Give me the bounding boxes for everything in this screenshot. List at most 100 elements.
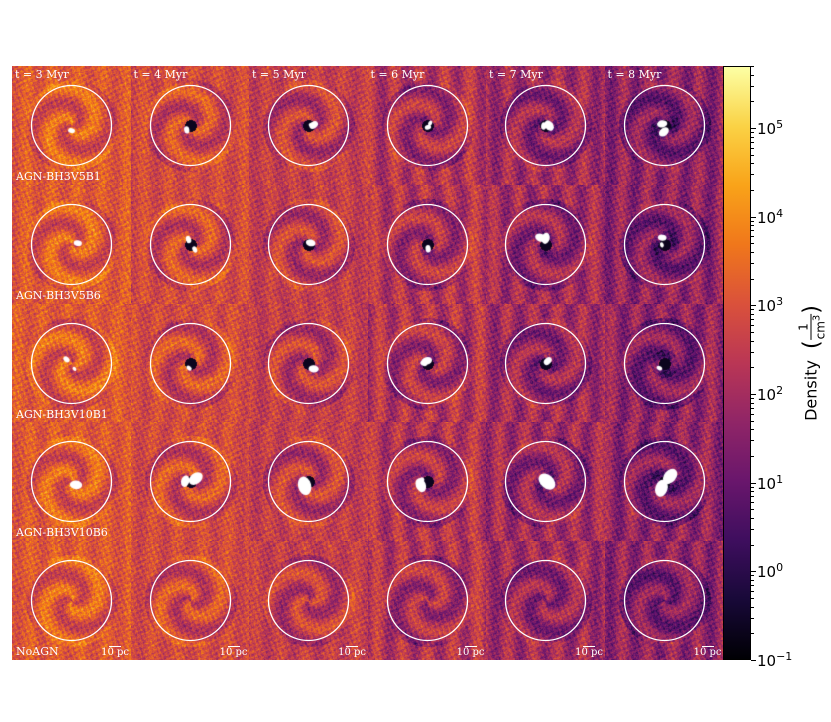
snapshot-grid: t = 3 Myr AGN-BH3V5B1 t = 4 Myr t = 5 Myr t … bbox=[12, 66, 724, 661]
scale-bar-line bbox=[701, 646, 714, 648]
snapshot-panel: 10 pc bbox=[486, 541, 605, 661]
aperture-circle-layer bbox=[149, 203, 231, 285]
snapshot-panel bbox=[249, 303, 368, 423]
snapshot-panel bbox=[130, 184, 250, 304]
colorbar-tick-label: 102 bbox=[757, 383, 784, 404]
time-label: t = 7 Myr bbox=[489, 68, 543, 81]
aperture-circle-layer bbox=[30, 441, 113, 523]
colorbar-tick-label: 10−1 bbox=[757, 650, 793, 670]
colorbar-minor-tick bbox=[751, 147, 754, 149]
aperture-circle bbox=[386, 203, 468, 285]
aperture-circle-layer bbox=[386, 441, 468, 523]
snapshot-panel: AGN-BH3V10B1 bbox=[12, 303, 131, 423]
aperture-circle bbox=[623, 322, 705, 404]
aperture-circle-layer bbox=[504, 203, 587, 285]
aperture-circle-layer bbox=[149, 322, 231, 404]
aperture-circle-layer bbox=[267, 203, 350, 285]
snapshot-panel bbox=[604, 184, 724, 304]
aperture-circle bbox=[30, 560, 113, 642]
snapshot-panel: AGN-BH3V10B6 bbox=[12, 422, 131, 542]
aperture-circle-layer bbox=[386, 322, 468, 404]
scale-bar-label: 10 pc bbox=[101, 647, 129, 659]
aperture-circle bbox=[504, 441, 587, 523]
colorbar-minor-tick bbox=[751, 407, 754, 409]
colorbar-tick-label: 100 bbox=[757, 561, 784, 582]
snapshot-panel bbox=[249, 422, 368, 542]
colorbar-minor-tick bbox=[751, 163, 754, 165]
colorbar-minor-tick bbox=[751, 579, 754, 581]
colorbar-minor-tick bbox=[751, 420, 754, 422]
colorbar-minor-tick bbox=[751, 398, 754, 400]
snapshot-panel: AGN-BH3V5B6 bbox=[12, 184, 131, 304]
snapshot-panel: 10 pc bbox=[130, 541, 250, 661]
aperture-circle bbox=[623, 203, 705, 285]
run-label: AGN-BH3V10B1 bbox=[16, 407, 108, 421]
scale-bar: 10 pc bbox=[575, 646, 603, 658]
colorbar-minor-tick bbox=[751, 598, 754, 600]
aperture-circle bbox=[623, 560, 705, 642]
scale-bar-label: 10 pc bbox=[338, 647, 366, 659]
unit-numerator: 1 bbox=[796, 313, 812, 341]
aperture-circle-layer bbox=[623, 441, 705, 523]
colorbar-minor-tick bbox=[751, 74, 754, 76]
colorbar-minor-tick bbox=[751, 263, 754, 264]
aperture-circle bbox=[504, 322, 587, 404]
aperture-circle bbox=[623, 84, 705, 167]
snapshot-panel bbox=[604, 303, 724, 423]
snapshot-panel: t = 4 Myr bbox=[130, 66, 250, 185]
aperture-circle bbox=[30, 441, 113, 523]
scale-bar-label: 10 pc bbox=[693, 647, 722, 659]
colorbar-minor-tick bbox=[751, 251, 754, 253]
scale-bar-line bbox=[227, 646, 240, 648]
colorbar-minor-tick bbox=[751, 509, 754, 511]
colorbar-minor-tick bbox=[751, 154, 754, 156]
colorbar-minor-tick bbox=[751, 606, 754, 608]
scale-bar-line bbox=[109, 646, 122, 648]
aperture-circle-layer bbox=[30, 322, 113, 404]
aperture-circle-layer bbox=[149, 560, 231, 642]
scale-bar: 10 pc bbox=[457, 646, 485, 658]
aperture-circle bbox=[504, 560, 587, 642]
colorbar-tick bbox=[751, 216, 756, 218]
aperture-circle bbox=[30, 203, 113, 285]
aperture-circle-layer bbox=[386, 560, 468, 642]
aperture-circle bbox=[267, 203, 350, 285]
scale-bar: 10 pc bbox=[694, 646, 722, 658]
run-label: NoAGN bbox=[16, 645, 59, 659]
colorbar-title: Density bbox=[801, 360, 821, 421]
snapshot-panel bbox=[367, 303, 487, 423]
colorbar-minor-tick bbox=[751, 174, 754, 176]
snapshot-panel: 10 pc bbox=[249, 541, 368, 661]
scale-bar-line bbox=[464, 646, 477, 648]
aperture-circle bbox=[149, 322, 231, 404]
colorbar-tick bbox=[751, 482, 756, 484]
aperture-circle-layer bbox=[267, 84, 350, 167]
colorbar-minor-tick bbox=[751, 544, 754, 546]
scale-bar-label: 10 pc bbox=[575, 647, 603, 659]
scale-bar-label: 10 pc bbox=[456, 647, 485, 659]
colorbar-minor-tick bbox=[751, 351, 754, 353]
aperture-circle bbox=[267, 441, 350, 523]
aperture-circle-layer bbox=[267, 441, 350, 523]
scale-bar-label: 10 pc bbox=[219, 647, 248, 659]
colorbar-minor-tick bbox=[751, 529, 754, 531]
colorbar-minor-tick bbox=[751, 340, 754, 342]
aperture-circle-layer bbox=[30, 560, 113, 642]
colorbar-minor-tick bbox=[751, 633, 754, 635]
snapshot-panel: t = 3 Myr AGN-BH3V5B1 bbox=[12, 66, 131, 185]
aperture-circle bbox=[30, 84, 113, 167]
aperture-circle bbox=[149, 84, 231, 167]
aperture-circle bbox=[267, 84, 350, 167]
colorbar-minor-tick bbox=[751, 189, 754, 191]
colorbar-tick bbox=[751, 305, 756, 307]
colorbar-tick bbox=[751, 393, 756, 395]
colorbar-minor-tick bbox=[751, 429, 754, 431]
aperture-circle bbox=[30, 322, 113, 404]
colorbar-minor-tick bbox=[751, 402, 754, 404]
colorbar-minor-tick bbox=[751, 101, 754, 103]
aperture-circle-layer bbox=[623, 560, 705, 642]
aperture-circle-layer bbox=[267, 322, 350, 404]
colorbar-tick-label: 101 bbox=[757, 472, 784, 493]
colorbar-minor-tick bbox=[751, 591, 754, 592]
aperture-circle bbox=[504, 84, 587, 167]
